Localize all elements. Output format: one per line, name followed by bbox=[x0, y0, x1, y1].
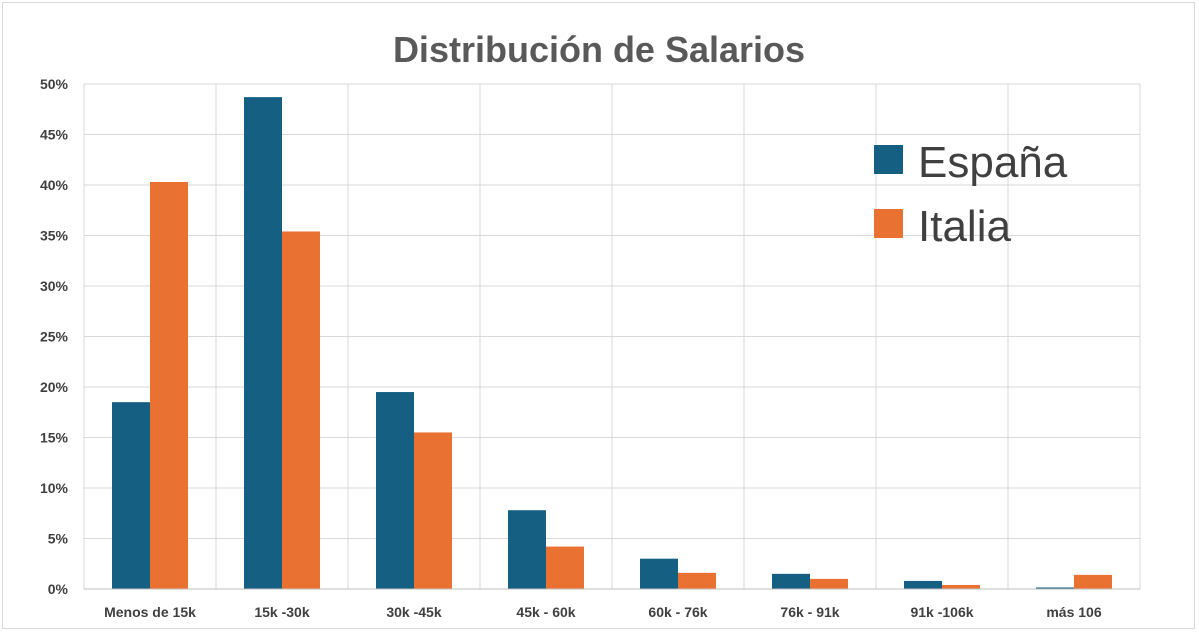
x-tick-label: 15k -30k bbox=[254, 604, 309, 620]
bars bbox=[112, 97, 1112, 589]
y-tick-label: 50% bbox=[40, 76, 69, 92]
bar-italia bbox=[810, 578, 848, 589]
legend-label: España bbox=[918, 138, 1068, 187]
x-tick-label: 60k - 76k bbox=[648, 604, 707, 620]
x-tick-label: 91k -106k bbox=[910, 604, 973, 620]
bar-italia bbox=[1074, 574, 1112, 589]
bar-espana bbox=[772, 573, 810, 589]
bar-espana bbox=[640, 558, 678, 589]
bar-espana bbox=[508, 510, 546, 589]
bar-italia bbox=[150, 181, 188, 589]
y-tick-label: 5% bbox=[48, 531, 69, 547]
y-tick-label: 0% bbox=[48, 581, 69, 597]
x-tick-label: 45k - 60k bbox=[516, 604, 575, 620]
bar-italia bbox=[678, 572, 716, 589]
legend-label: Italia bbox=[918, 202, 1011, 251]
bar-espana bbox=[244, 97, 282, 589]
y-tick-label: 20% bbox=[40, 379, 69, 395]
bar-espana bbox=[1036, 587, 1074, 589]
bar-espana bbox=[112, 402, 150, 589]
legend-swatch bbox=[874, 145, 903, 174]
x-tick-label: 76k - 91k bbox=[780, 604, 839, 620]
bar-italia bbox=[414, 432, 452, 589]
y-tick-label: 10% bbox=[40, 480, 69, 496]
y-tick-label: 30% bbox=[40, 278, 69, 294]
y-tick-label: 35% bbox=[40, 228, 69, 244]
legend: España Italia bbox=[874, 138, 1068, 251]
bar-espana bbox=[376, 392, 414, 589]
axes: 0% 5% 10% 15% 20% 25% 30% 35% 40% 45% 50% Menos de … bbox=[40, 76, 1140, 620]
chart-title: Distribución de Salarios bbox=[393, 29, 805, 70]
y-tick-label: 15% bbox=[40, 430, 69, 446]
bar-italia bbox=[546, 546, 584, 589]
bar-italia bbox=[942, 584, 980, 589]
y-tick-label: 40% bbox=[40, 177, 69, 193]
y-tick-label: 25% bbox=[40, 329, 69, 345]
x-tick-label: 30k -45k bbox=[386, 604, 441, 620]
y-tick-label: 45% bbox=[40, 127, 69, 143]
x-tick-label: más 106 bbox=[1046, 604, 1101, 620]
bar-espana bbox=[904, 580, 942, 589]
legend-swatch bbox=[874, 209, 903, 238]
bar-italia bbox=[282, 231, 320, 589]
x-tick-label: Menos de 15k bbox=[104, 604, 196, 620]
